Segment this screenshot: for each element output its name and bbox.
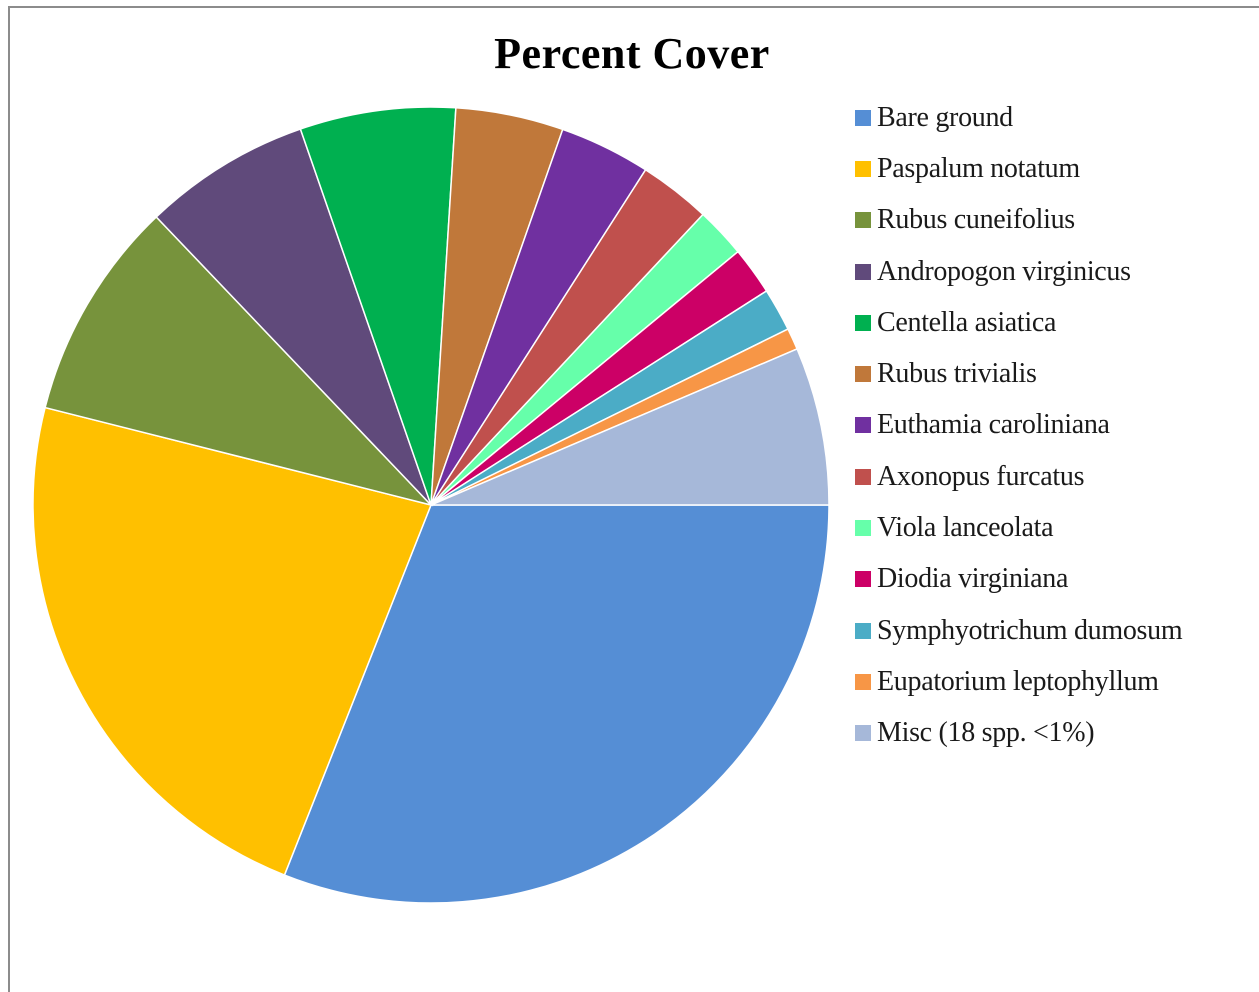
- legend-label: Andropogon virginicus: [877, 255, 1131, 287]
- legend-swatch: [855, 314, 871, 331]
- legend-item: Eupatorium leptophyllum: [855, 656, 1182, 707]
- legend-label: Bare ground: [877, 101, 1013, 133]
- legend-swatch: [855, 520, 871, 537]
- legend-item: Andropogon virginicus: [855, 246, 1182, 297]
- legend-label: Rubus cuneifolius: [877, 204, 1075, 236]
- legend-label: Viola lanceolata: [877, 512, 1054, 544]
- legend-swatch: [855, 366, 871, 383]
- legend-swatch: [855, 417, 871, 434]
- legend-label: Rubus trivialis: [877, 358, 1037, 390]
- legend-item: Symphyotrichum dumosum: [855, 605, 1183, 656]
- legend-item: Diodia virginiana: [855, 554, 1182, 605]
- legend-label: Paspalum notatum: [877, 152, 1080, 184]
- legend-swatch: [855, 212, 871, 229]
- legend-swatch: [855, 673, 871, 690]
- legend-swatch: [855, 263, 871, 280]
- legend-item: Viola lanceolata: [855, 502, 1182, 553]
- pie-slice-bare-ground: [283, 504, 830, 904]
- legend-label: Misc (18 spp. <1%): [877, 717, 1095, 749]
- legend-item: Rubus trivialis: [855, 348, 1182, 399]
- legend-item: Euthamia caroliniana: [855, 400, 1182, 451]
- legend: Bare ground Paspalum notatum Rubus cuneifo…: [855, 92, 1183, 759]
- pie-slice-andropogon-virginicus: [155, 128, 432, 506]
- pie-slice-centella-asiatica: [299, 106, 457, 506]
- legend-swatch: [855, 109, 871, 126]
- legend-label: Centella asiatica: [877, 306, 1057, 338]
- legend-label: Diodia virginiana: [877, 563, 1069, 595]
- legend-swatch: [855, 571, 871, 588]
- legend-swatch: [855, 725, 871, 742]
- pie-slice-paspalum-notatum: [32, 406, 433, 877]
- pie-slice-misc-18-spp-1: [430, 347, 830, 506]
- chart-title: Percent Cover: [494, 29, 770, 78]
- legend-item: Axonopus furcatus: [855, 451, 1182, 502]
- legend-item: Bare ground: [855, 92, 1182, 143]
- legend-label: Symphyotrichum dumosum: [877, 614, 1183, 646]
- legend-item: Centella asiatica: [855, 297, 1182, 348]
- pie-slice-rubus-cuneifolius: [44, 215, 434, 507]
- legend-label: Euthamia caroliniana: [877, 409, 1110, 441]
- legend-item: Paspalum notatum: [855, 143, 1182, 194]
- legend-item: Misc (18 spp. <1%): [855, 708, 1182, 759]
- legend-swatch: [855, 160, 871, 177]
- legend-label: Eupatorium leptophyllum: [877, 665, 1159, 697]
- legend-swatch: [855, 622, 871, 639]
- legend-swatch: [855, 468, 871, 485]
- legend-label: Axonopus furcatus: [877, 460, 1085, 492]
- legend-item: Rubus cuneifolius: [855, 195, 1182, 246]
